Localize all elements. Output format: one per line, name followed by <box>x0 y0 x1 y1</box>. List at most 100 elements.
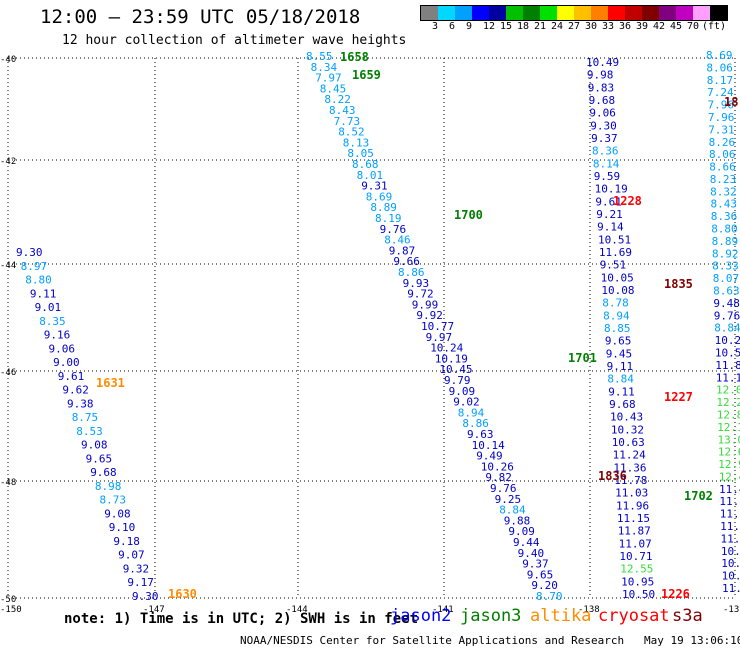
scale-label: 24 <box>551 21 564 32</box>
time-label: 18 <box>724 95 738 109</box>
scale-label: 6 <box>449 21 456 32</box>
swh-value: 8.36 <box>592 145 619 158</box>
scale-label: 39 <box>636 21 649 32</box>
swh-value: 10.29 <box>715 334 740 347</box>
swh-value: 11.42 <box>719 483 740 496</box>
swh-value: 9.11 <box>607 360 634 373</box>
scale-swatch <box>489 6 506 20</box>
swh-value: 9.88 <box>504 514 531 527</box>
swh-value: 8.69 <box>366 190 393 203</box>
swh-value: 11.78 <box>614 474 647 487</box>
scale-swatch <box>574 6 591 20</box>
swh-value: 10.43 <box>610 411 643 424</box>
legend-item: s3a <box>672 606 703 626</box>
swh-value: 7.96 <box>708 99 735 112</box>
swh-value: 9.14 <box>597 221 624 234</box>
scale-label: 21 <box>534 21 547 32</box>
swh-value: 11.86 <box>715 359 740 372</box>
scale-label: 36 <box>619 21 632 32</box>
swh-value: 10.49 <box>586 56 619 69</box>
swh-value: 12.61 <box>718 446 740 459</box>
swh-value: 9.61 <box>58 370 85 383</box>
lat-label: -42 <box>0 157 16 167</box>
time-label: 1228 <box>613 194 642 208</box>
lon-label: -150 <box>0 605 22 615</box>
swh-value: 11.44 <box>721 532 740 545</box>
swh-value: 9.25 <box>495 493 521 506</box>
scale-label: 18 <box>517 21 530 32</box>
swh-value: 10.49 <box>722 570 740 583</box>
scale-swatch <box>472 6 489 20</box>
swh-value: 7.97 <box>315 72 342 85</box>
swh-value: 8.05 <box>347 147 374 160</box>
swh-value: 13.05 <box>718 433 740 446</box>
swh-value: 12.80 <box>717 409 740 422</box>
swh-value: 10.14 <box>472 439 505 452</box>
swh-value: 11. <box>722 582 740 595</box>
scale-label: 33 <box>602 21 615 32</box>
swh-value: 12.15 <box>717 421 740 434</box>
swh-value: 11.87 <box>618 525 651 538</box>
swh-value: 9.68 <box>589 94 616 107</box>
swh-value: 9.76 <box>490 482 517 495</box>
swh-value: 12.27 <box>716 396 740 409</box>
swh-value: 9.68 <box>609 398 636 411</box>
legend-item: jason2 <box>390 606 452 626</box>
swh-value: 10.95 <box>621 575 654 588</box>
swh-value: 9.48 <box>713 297 740 310</box>
scale-swatch <box>676 6 693 20</box>
swh-value: 9.30 <box>132 590 159 603</box>
scale-label: 30 <box>585 21 598 32</box>
swh-value: 9.99 <box>412 298 439 311</box>
swh-value: 8.06 <box>709 148 736 161</box>
swh-value: 8.69 <box>706 49 733 62</box>
swh-value: 9.97 <box>426 331 453 344</box>
lat-label: -40 <box>0 55 16 65</box>
swh-value: 9.18 <box>113 535 139 548</box>
swh-value: 9.00 <box>53 356 80 369</box>
lat-label: -46 <box>0 368 16 378</box>
swh-value: 10.24 <box>430 342 463 355</box>
swh-value: 8.66 <box>709 161 736 174</box>
scale-swatch <box>693 6 710 20</box>
swh-value: 7.73 <box>334 115 361 128</box>
time-label: 1658 <box>340 50 369 64</box>
swh-value: 8.94 <box>603 309 630 322</box>
time-label: 1226 <box>661 587 690 601</box>
swh-value: 11.10 <box>716 371 740 384</box>
scale-label: (ft) <box>702 21 727 32</box>
swh-value: 9.16 <box>44 329 71 342</box>
swh-value: 10.19 <box>435 352 468 365</box>
swh-value: 10.77 <box>421 320 454 333</box>
time-label: 1835 <box>664 277 693 291</box>
swh-value: 8.86 <box>462 417 489 430</box>
scale-swatch <box>625 6 642 20</box>
swh-value: 10.71 <box>619 550 652 563</box>
swh-value: 8.26 <box>709 136 736 149</box>
swh-value: 8.06 <box>706 61 733 74</box>
swh-value: 11.03 <box>615 487 648 500</box>
swh-value: 9.10 <box>109 521 136 534</box>
swh-value: 11.60 <box>720 520 740 533</box>
swh-value: 8.32 <box>710 185 737 198</box>
swh-value: 8.22 <box>324 93 351 106</box>
swh-value: 9.37 <box>522 558 549 571</box>
lat-label: -50 <box>0 595 16 605</box>
swh-value: 9.79 <box>444 374 471 387</box>
swh-value: 12.91 <box>718 458 740 471</box>
swh-value: 10.45 <box>439 363 472 376</box>
scale-swatch <box>455 6 472 20</box>
swh-value: 8.19 <box>375 212 402 225</box>
swh-value: 9.82 <box>485 471 512 484</box>
swh-value: 10.89 <box>721 545 740 558</box>
swh-value: 8.75 <box>72 411 99 424</box>
swh-value: 9.92 <box>416 309 443 322</box>
swh-value: 8.78 <box>602 297 629 310</box>
swh-value: 7.24 <box>707 86 734 99</box>
swh-value: 8.85 <box>604 322 631 335</box>
swh-value: 10.51 <box>598 233 631 246</box>
time-label: 1631 <box>96 376 125 390</box>
note-text: note: 1) Time is in UTC; 2) SWH is in fe… <box>64 611 419 627</box>
legend-item: altika <box>530 606 592 626</box>
scale-label: 45 <box>670 21 683 32</box>
